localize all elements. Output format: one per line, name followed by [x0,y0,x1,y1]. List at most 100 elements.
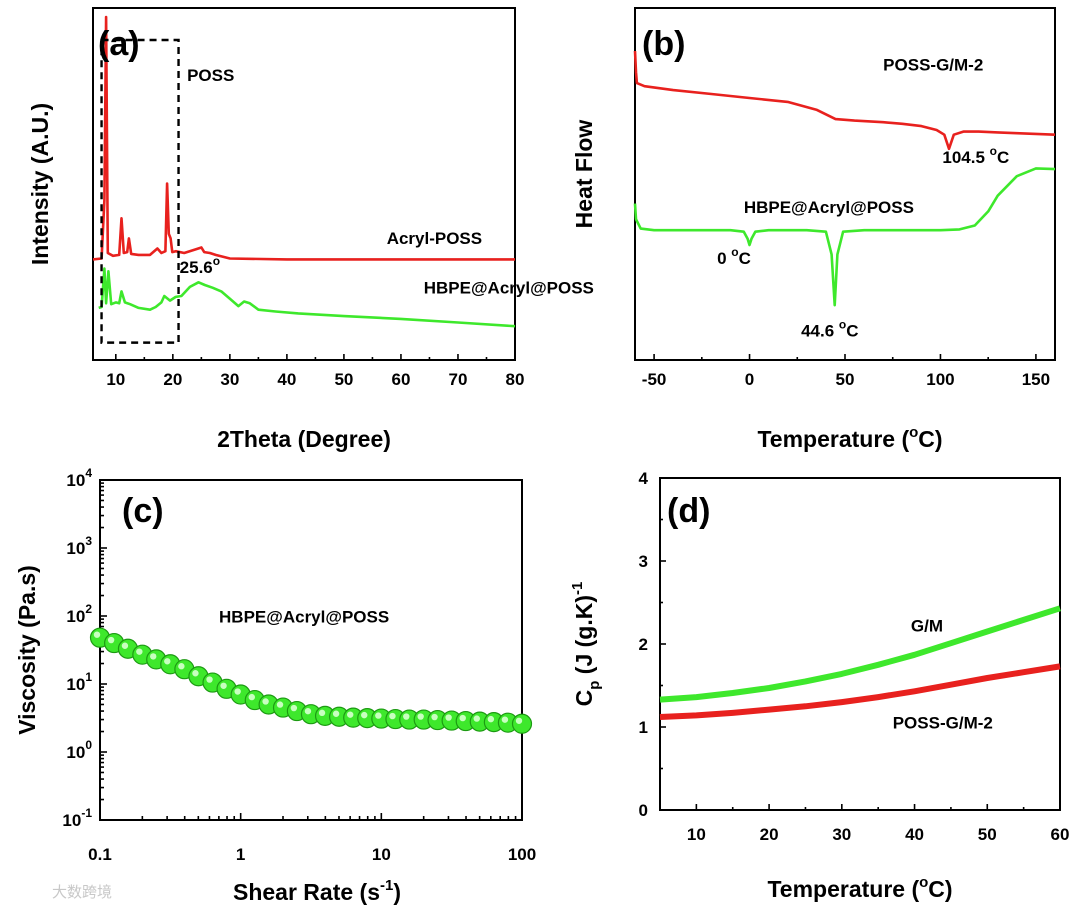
panel-b-series-poss-gm2 [633,50,1056,151]
panel-c-data-point-highlight [375,712,382,719]
panel-c-data-point-highlight [459,714,466,722]
panel-d-x-tick-label: 50 [978,825,997,844]
panel-c-data-point-highlight [290,704,298,712]
panel-c-data-point-highlight [361,711,368,719]
panel-a-frame [92,7,516,361]
panel-b-annotation: 0 oC [717,245,751,268]
panel-b-x-tick-label: 150 [1022,370,1050,389]
panel-a-series-acryl-poss [92,15,515,261]
panel-d-y-tick-label: 1 [639,718,648,737]
panel-d-y-tick-label: 2 [639,635,648,654]
panel-a-annotation: 25.6o [180,254,220,277]
panel-c-data-point-highlight [276,701,284,708]
panel-b-y-axis-label: Heat Flow [571,120,597,229]
panel-a: 10 20 30 40 50 60 70 80 POSS Acryl-POSS 25.6o HBPE@… [27,7,594,452]
panel-d-x-tick-label: 20 [760,825,779,844]
panel-c-y-tick-label: 101 [66,670,92,694]
panel-c-y-tick-label: 100 [66,738,92,762]
panel-b-x-axis-label: Temperature (oC) [757,424,942,452]
panel-c-data-point-highlight [206,676,213,683]
panel-c-x-tick-label: 1 [236,845,245,864]
panel-b: -50 0 50 100 150 POSS-G/M-2 104.5 oC HBPE@Acryl… [571,7,1056,452]
panel-c-y-tick-label: 102 [66,602,92,626]
panel-c-data-point-highlight [262,698,269,705]
panel-a-label: (a) [98,25,140,63]
watermark-text: 大数跨境 [52,883,112,901]
panel-a-x-tick-label: 20 [163,370,182,389]
panel-a-poss-box [100,38,180,344]
panel-a-x-tick-label: 10 [106,370,125,389]
panel-c-data-point-highlight [178,663,185,670]
panel-c-data-point-highlight [445,714,452,721]
panel-c: 0.1 1 10 100 10-1 100 101 102 103 104 HBPE@Acryl@P… [14,466,536,905]
panel-c-data-point-highlight [220,682,227,689]
panel-b-x-tick-label: 50 [836,370,855,389]
panel-c-data-point-highlight [417,713,424,720]
panel-c-data-point-highlight [164,658,171,665]
panel-c-data-point-highlight [234,688,241,695]
panel-d-y-tick-label: 0 [639,801,648,820]
panel-d-y-tick-label: 4 [639,469,649,488]
panel-c-data-point-highlight [136,648,143,655]
panel-b-x-tick-label: 0 [745,370,754,389]
panel-a-annotation: POSS [187,66,234,85]
panel-c-x-tick-label: 100 [508,845,536,864]
panel-c-data-point-highlight [332,710,340,717]
panel-d-x-tick-label: 30 [832,825,851,844]
panel-c-data-point-highlight [389,712,396,720]
panel-b-annotation: 44.6 oC [801,318,858,341]
panel-a-annotation: HBPE@Acryl@POSS [424,278,594,297]
panel-c-data-point-highlight [403,713,410,720]
panel-d-annotation: G/M [911,617,943,636]
panel-c-data-point-highlight [501,716,509,723]
panel-c-y-tick-label: 104 [66,466,92,490]
panel-c-annotation: HBPE@Acryl@POSS [219,608,389,627]
panel-c-data-point-highlight [487,715,495,723]
panel-a-y-axis-label: Intensity (A.U.) [27,103,53,265]
panel-d-series-gm [659,605,1061,703]
panel-d-x-tick-label: 60 [1051,825,1070,844]
panel-c-data-point-highlight [107,636,115,644]
panel-a-annotation: Acryl-POSS [387,229,482,248]
panel-c-y-tick-label: 103 [66,534,92,558]
panel-d-x-tick-label: 40 [905,825,924,844]
panel-d-frame [659,477,1061,811]
panel-d: 10 20 30 40 50 60 0 1 2 3 4 G/M POSS-G/M-2 (d) Tempera… [569,469,1069,902]
panel-c-data-point-highlight [515,717,523,724]
panel-a-x-tick-label: 80 [506,370,525,389]
panel-c-data-point-highlight [150,653,157,660]
panel-c-data-point-highlight [347,711,354,718]
panel-a-x-tick-label: 30 [220,370,239,389]
panel-b-annotation: 104.5 oC [942,144,1009,167]
panel-d-x-tick-label: 10 [687,825,706,844]
panel-a-x-tick-label: 40 [277,370,296,389]
panel-d-y-tick-label: 3 [639,552,648,571]
panel-b-series-hbpe [633,167,1056,307]
panel-c-data-point-highlight [473,715,480,722]
panel-d-label: (d) [667,492,710,530]
panel-c-x-axis-label: Shear Rate (s-1) [233,877,401,905]
panel-c-label: (c) [122,492,164,530]
panel-d-annotation: POSS-G/M-2 [893,714,993,733]
panel-c-data-point-highlight [248,693,255,701]
panel-a-series-hbpe [98,267,516,328]
panel-b-frame [634,7,1056,361]
panel-d-series-poss-gm2 [659,663,1061,720]
panel-c-data-point-highlight [304,707,312,715]
panel-c-y-axis-label: Viscosity (Pa.s) [14,565,40,735]
panel-c-x-tick-label: 10 [372,845,391,864]
panel-c-data-point-highlight [93,631,101,638]
panel-c-x-tick-label: 0.1 [88,845,112,864]
panel-c-frame [99,479,523,821]
panel-a-x-axis-label: 2Theta (Degree) [217,426,391,452]
panel-c-data-point-highlight [192,670,199,677]
panel-c-data-point-highlight [431,713,438,721]
panel-b-label: (b) [642,25,685,63]
panel-c-y-tick-label: 10-1 [62,806,92,830]
panel-b-x-tick-label: -50 [642,370,667,389]
panel-b-annotation: POSS-G/M-2 [883,56,983,75]
panel-c-data-point-highlight [318,709,326,717]
panel-c-data-point [511,713,533,734]
panel-d-x-axis-label: Temperature (oC) [767,874,952,902]
